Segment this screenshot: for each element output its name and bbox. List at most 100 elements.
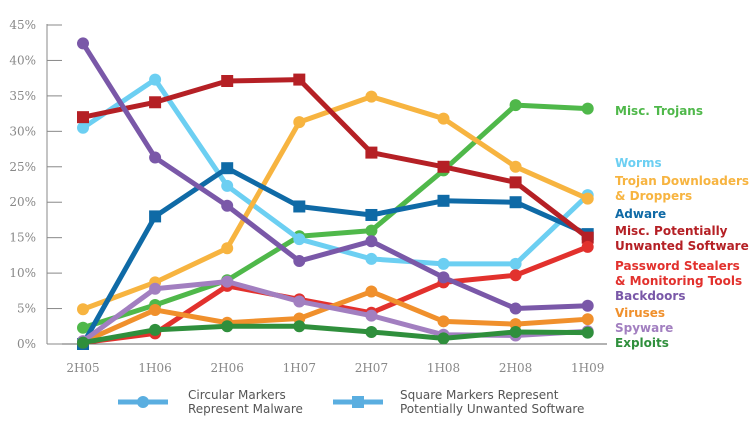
data-point-circle — [293, 233, 306, 246]
legend-circle-text: Represent Malware — [188, 402, 303, 416]
series-label: Backdoors — [615, 289, 685, 303]
x-tick-label: 1H07 — [283, 361, 316, 375]
data-point-circle — [509, 302, 522, 315]
series-label: & Monitoring Tools — [615, 274, 742, 288]
y-tick-label: 25% — [9, 160, 36, 174]
data-point-circle — [77, 336, 89, 349]
data-point-circle — [509, 257, 522, 270]
data-point-circle — [221, 179, 234, 192]
y-tick-label: 40% — [9, 53, 36, 67]
series-line-6 — [80, 42, 588, 312]
y-tick-label: 10% — [9, 266, 36, 280]
data-point-square — [221, 75, 234, 88]
data-point-circle — [77, 121, 89, 134]
y-tick-label: 5% — [17, 302, 36, 316]
x-tick-label: 2H06 — [211, 361, 244, 375]
data-point-square — [437, 160, 450, 173]
data-point-circle — [581, 240, 594, 253]
data-point-square — [149, 210, 162, 223]
data-point-circle — [437, 257, 450, 270]
data-point-square — [293, 73, 306, 86]
data-point-circle — [437, 332, 450, 345]
data-point-square — [149, 96, 162, 109]
data-point-circle — [77, 37, 89, 50]
y-tick-label: 35% — [9, 89, 36, 103]
series-label: Viruses — [615, 306, 665, 320]
data-point-circle — [581, 192, 594, 205]
x-tick-label: 2H07 — [355, 361, 388, 375]
data-point-circle — [365, 90, 378, 103]
data-point-circle — [149, 151, 162, 164]
legend-square-marker — [352, 396, 364, 408]
data-point-circle — [365, 325, 378, 338]
series-label: Spyware — [615, 321, 673, 335]
legend-circle-marker — [137, 396, 149, 408]
x-tick-label: 2H08 — [499, 361, 532, 375]
data-point-circle — [293, 320, 306, 333]
series-line-3 — [80, 165, 589, 346]
data-point-circle — [221, 275, 234, 288]
series-label: & Droppers — [615, 189, 692, 203]
data-point-square — [365, 146, 378, 159]
series-label: Misc. Potentially — [615, 224, 728, 238]
data-point-circle — [221, 242, 234, 255]
data-point-circle — [365, 224, 378, 237]
data-point-square — [509, 176, 522, 189]
data-point-circle — [77, 321, 89, 334]
data-point-circle — [221, 320, 234, 333]
data-point-circle — [365, 252, 378, 265]
series-label: Adware — [615, 207, 666, 221]
legend-square-text: Square Markers Represent — [400, 388, 559, 402]
series-label: Exploits — [615, 336, 669, 350]
legend-square-text: Potentially Unwanted Software — [400, 402, 584, 416]
data-point-circle — [149, 73, 162, 86]
y-tick-label: 20% — [9, 195, 36, 209]
x-tick-label: 1H06 — [138, 361, 171, 375]
data-point-circle — [509, 325, 522, 338]
data-point-circle — [437, 271, 450, 284]
data-point-circle — [365, 285, 378, 298]
data-point-square — [221, 162, 234, 175]
series-line-4 — [82, 77, 590, 240]
data-point-circle — [149, 323, 162, 336]
data-point-circle — [77, 303, 89, 316]
data-point-circle — [293, 116, 306, 129]
data-point-square — [77, 111, 89, 124]
data-point-circle — [293, 255, 306, 268]
data-point-circle — [365, 235, 378, 248]
x-tick-label: 1H08 — [427, 361, 460, 375]
data-point-circle — [509, 160, 522, 173]
series-label: Unwanted Software — [615, 239, 749, 253]
data-point-circle — [437, 315, 450, 328]
y-tick-label: 30% — [9, 124, 36, 138]
x-tick-label: 1H09 — [571, 361, 604, 375]
y-tick-label: 45% — [9, 18, 36, 32]
data-point-square — [509, 196, 522, 209]
data-point-square — [437, 194, 450, 207]
series-line-0 — [82, 102, 588, 331]
y-tick-label: 0% — [17, 337, 36, 351]
data-point-circle — [149, 282, 162, 295]
data-point-circle — [149, 303, 162, 316]
series-label: Trojan Downloaders — [615, 174, 749, 188]
series-label: Misc. Trojans — [615, 104, 703, 118]
data-point-circle — [509, 99, 522, 112]
series-line-7 — [81, 289, 588, 345]
legend-circle-text: Circular Markers — [188, 388, 286, 402]
data-point-square — [581, 231, 594, 244]
data-point-circle — [581, 102, 594, 115]
data-point-circle — [365, 309, 378, 322]
data-point-square — [293, 200, 306, 213]
data-point-circle — [581, 313, 594, 326]
x-tick-label: 2H05 — [66, 361, 99, 375]
series-line-9 — [82, 323, 588, 346]
series-label: Worms — [615, 156, 662, 170]
data-point-circle — [581, 299, 594, 312]
data-point-circle — [437, 112, 450, 125]
data-point-circle — [221, 199, 234, 212]
series-line-2 — [82, 94, 589, 312]
data-point-square — [365, 208, 378, 221]
y-tick-label: 15% — [9, 231, 36, 245]
data-point-circle — [293, 295, 306, 308]
